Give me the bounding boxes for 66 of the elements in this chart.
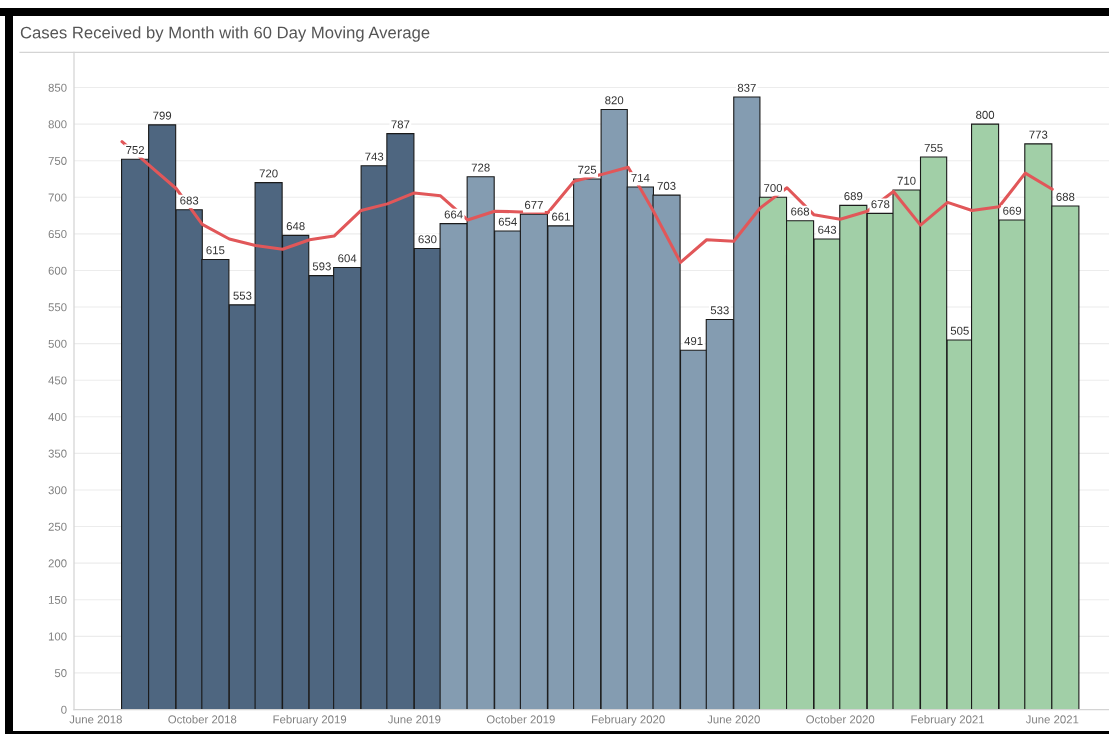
x-tick-label: October 2019 — [486, 715, 555, 724]
x-tick-label: June 2020 — [707, 715, 760, 724]
y-tick-label: 800 — [48, 120, 67, 129]
data-label: 533 — [710, 306, 729, 315]
x-tick-label: June 2018 — [69, 715, 122, 724]
data-label: 725 — [578, 165, 597, 174]
data-label: 714 — [631, 173, 650, 182]
x-tick-label: February 2021 — [911, 715, 985, 726]
data-label: 820 — [605, 96, 624, 105]
data-label: 752 — [126, 145, 145, 155]
data-label: 630 — [418, 235, 437, 244]
x-tick-label: February 2019 — [273, 715, 347, 726]
chart-title: Cases Received by Month with 60 Day Moving Average — [20, 26, 430, 42]
data-label: 755 — [924, 143, 943, 152]
data-label: 661 — [552, 212, 570, 221]
y-tick-label: 700 — [48, 193, 67, 202]
data-label: 683 — [180, 196, 199, 205]
y-tick-label: 0 — [61, 705, 67, 714]
data-label: 837 — [737, 83, 756, 92]
x-tick-label: October 2018 — [168, 715, 237, 724]
y-tick-label: 450 — [48, 376, 67, 385]
data-label: 491 — [684, 336, 703, 346]
data-label: 720 — [259, 169, 278, 178]
data-label: 615 — [206, 246, 225, 255]
y-tick-label: 200 — [48, 559, 67, 568]
y-tick-label: 750 — [48, 156, 67, 165]
y-tick-label: 850 — [48, 83, 67, 92]
data-label: 669 — [1003, 206, 1022, 215]
data-label: 728 — [471, 163, 490, 172]
line-series — [120, 140, 1054, 264]
data-label: 787 — [391, 120, 410, 129]
data-label: 710 — [897, 176, 916, 185]
y-tick-label: 600 — [48, 266, 67, 275]
data-label: 654 — [498, 217, 517, 226]
y-tick-label: 250 — [48, 522, 67, 531]
data-label: 688 — [1056, 192, 1075, 201]
x-tick-label: February 2020 — [592, 715, 665, 726]
x-tick-label: June 2021 — [1025, 715, 1079, 724]
data-label: 799 — [153, 111, 172, 120]
data-label: 553 — [233, 291, 252, 300]
data-label: 648 — [286, 222, 305, 231]
y-tick-label: 300 — [48, 486, 67, 495]
data-label: 703 — [657, 181, 676, 190]
data-label: 505 — [950, 326, 969, 335]
y-tick-label: 150 — [48, 595, 67, 604]
data-label: 743 — [365, 152, 384, 161]
data-label: 664 — [444, 210, 463, 219]
data-label: 678 — [871, 200, 890, 209]
data-label: 593 — [312, 262, 331, 271]
y-tick-label: 100 — [48, 632, 67, 641]
y-tick-label: 650 — [48, 230, 67, 239]
y-tick-label: 500 — [48, 339, 67, 348]
data-label: 773 — [1029, 130, 1048, 139]
data-label: 689 — [844, 192, 863, 201]
y-tick-label: 50 — [54, 669, 67, 678]
y-tick-label: 350 — [48, 449, 67, 458]
data-label: 668 — [791, 207, 810, 216]
x-tick-label: June 2019 — [387, 715, 441, 724]
x-tick-label: October 2020 — [806, 715, 875, 724]
data-label: 700 — [764, 184, 783, 193]
data-label: 677 — [524, 200, 543, 209]
data-label: 643 — [818, 225, 837, 234]
data-label: 800 — [976, 110, 995, 119]
y-tick-label: 400 — [48, 412, 67, 422]
y-tick-label: 550 — [48, 303, 67, 312]
data-label: 604 — [338, 254, 357, 263]
